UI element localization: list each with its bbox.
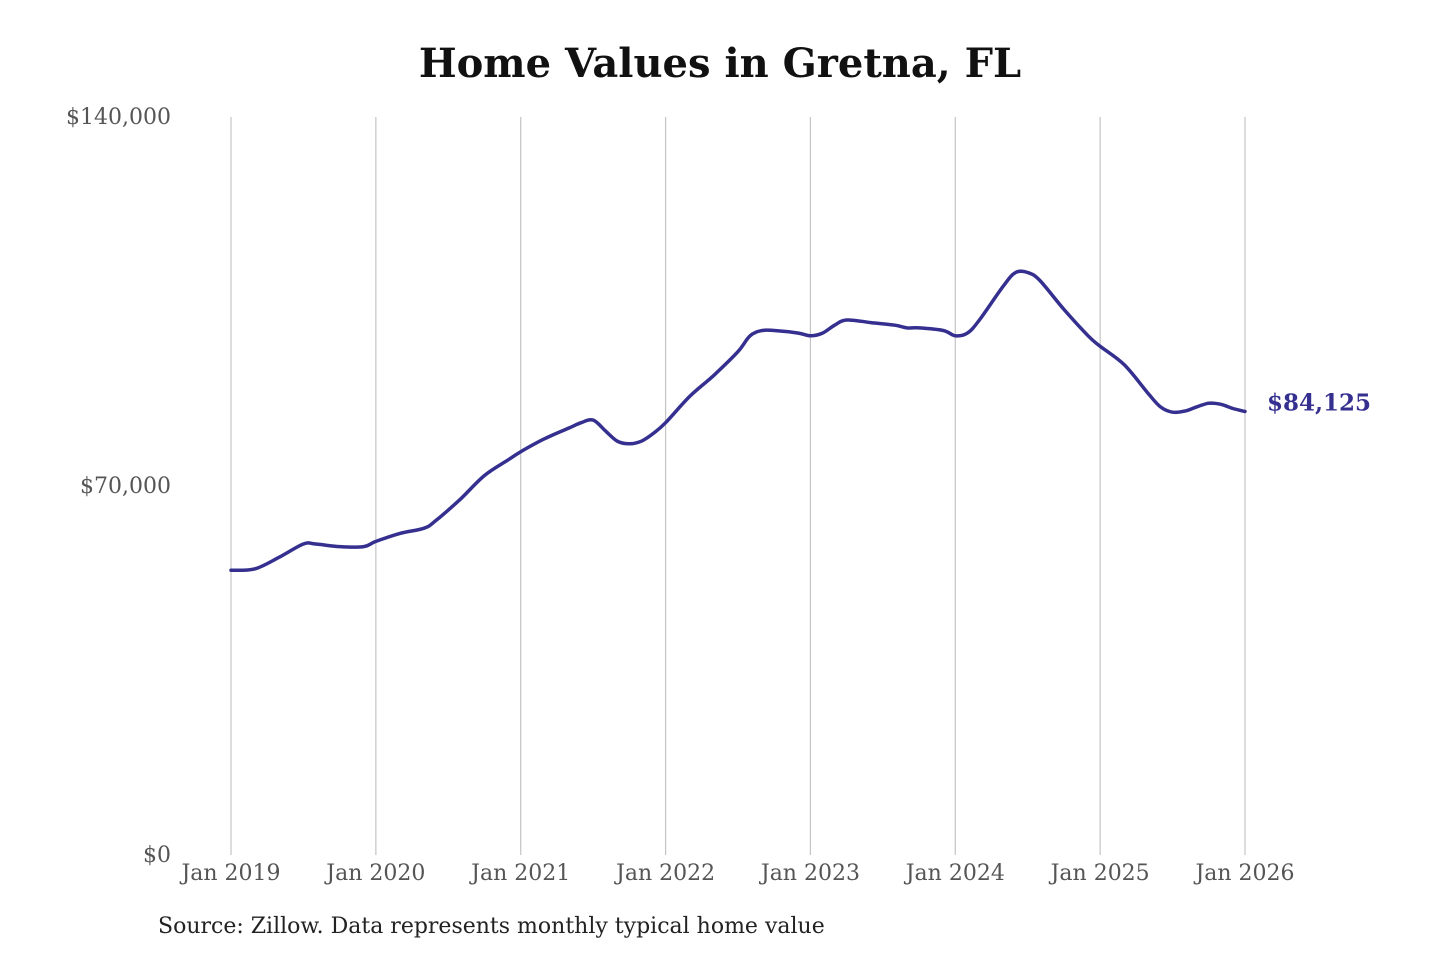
x-tick-label: Jan 2024 [904,861,1005,886]
x-tick-label: Jan 2019 [179,861,280,886]
y-tick-label: $140,000 [66,105,171,130]
home-value-line [229,269,1247,573]
x-tick-label: Jan 2023 [759,861,860,886]
chart-title: Home Values in Gretna, FL [418,40,1022,87]
x-tick-label: Jan 2021 [469,861,570,886]
x-tick-label: Jan 2020 [324,861,425,886]
x-tick-label: Jan 2026 [1193,861,1294,886]
y-axis-labels: $0 $70,000 $140,000 [66,105,171,868]
x-tick-label: Jan 2025 [1049,861,1150,886]
x-axis-labels: Jan 2019 Jan 2020 Jan 2021 Jan 2022 Jan 2023… [179,861,1294,886]
source-note: Source: Zillow. Data represents monthly … [158,914,825,939]
x-gridlines [230,117,1246,855]
latest-value-label: $84,125 [1267,390,1371,417]
x-tick-label: Jan 2022 [614,861,715,886]
y-tick-label: $70,000 [80,474,171,499]
y-tick-label: $0 [143,843,171,868]
